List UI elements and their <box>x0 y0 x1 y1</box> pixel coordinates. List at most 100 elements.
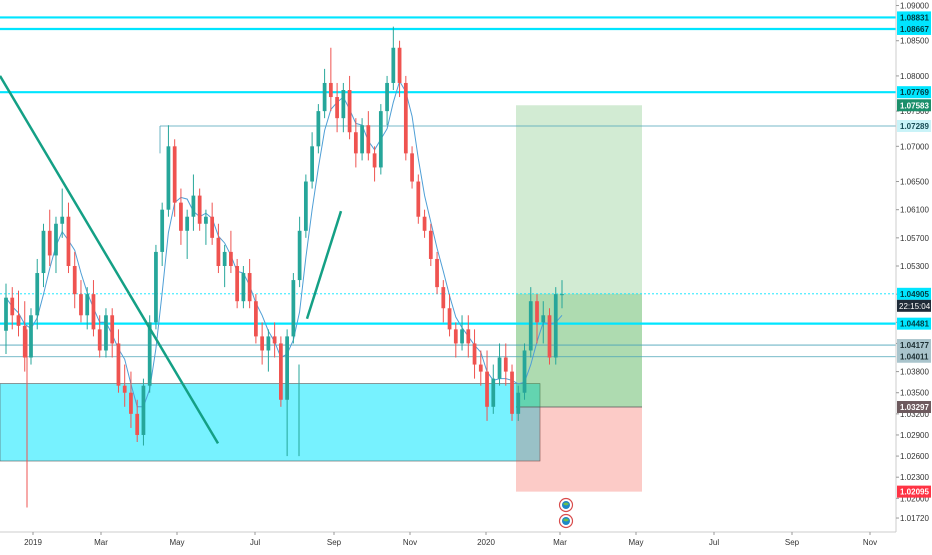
candle-body <box>104 315 108 351</box>
candle-body <box>541 315 546 323</box>
price-tick-label: 1.02000 <box>900 494 929 503</box>
candle-body <box>447 308 452 330</box>
time-tick-label: Jul <box>709 538 719 547</box>
time-axis[interactable]: 2019 Mar May Jul Sep Nov 2020 Mar May Jul Sep Nov <box>0 531 896 547</box>
price-label: 1.08667 <box>897 22 931 35</box>
candle-body <box>229 251 233 266</box>
candle-body <box>491 378 496 407</box>
candle <box>129 371 133 428</box>
event-marker[interactable] <box>558 513 574 529</box>
candle-body <box>122 385 127 393</box>
price-tick-label: 1.05700 <box>900 234 929 243</box>
candle-body <box>222 251 227 266</box>
candle <box>397 40 402 98</box>
candle-body <box>347 90 352 133</box>
candle-body <box>185 216 190 231</box>
time-tick-label: Jul <box>250 538 260 547</box>
candle <box>547 308 552 365</box>
candle-body <box>472 343 477 365</box>
candle-body <box>79 294 83 316</box>
event-marker[interactable] <box>558 497 574 513</box>
candle <box>72 251 77 309</box>
candle-body <box>216 237 221 266</box>
candle <box>191 174 196 231</box>
candle-body <box>385 82 389 112</box>
price-tick-label: 1.03800 <box>900 368 929 377</box>
candle <box>553 287 558 365</box>
time-tick-label: 2019 <box>24 538 42 547</box>
price-label-text: 1.08667 <box>900 25 929 34</box>
descending-trendline[interactable] <box>0 75 220 445</box>
candle-body <box>47 230 52 256</box>
candle-body <box>110 315 115 344</box>
price-label-text: 1.08831 <box>900 13 929 22</box>
price-label-bg <box>897 317 931 330</box>
candle-body <box>328 82 333 98</box>
candle-body <box>410 153 414 182</box>
price-label: 1.07583 <box>897 99 931 112</box>
price-label: 1.03297 <box>897 401 931 414</box>
candle-body <box>503 357 508 372</box>
trendlines-layer <box>0 75 343 445</box>
candle-body <box>254 301 258 337</box>
candle-body <box>460 329 464 344</box>
time-tick-label: Nov <box>403 538 417 547</box>
candle-body <box>497 357 502 379</box>
candle <box>535 294 539 344</box>
price-label: 1.08831 <box>897 11 931 24</box>
candle-body <box>66 216 71 266</box>
candle <box>385 75 389 126</box>
candle-body <box>535 301 539 323</box>
candle <box>116 329 121 393</box>
candle <box>435 251 439 295</box>
candle-body <box>422 216 427 231</box>
candle <box>291 273 296 344</box>
candle <box>229 230 233 274</box>
candle <box>353 118 358 168</box>
candle <box>247 258 252 309</box>
candle <box>485 350 489 421</box>
candle <box>210 202 215 245</box>
candle-body <box>72 266 77 295</box>
price-label: 1.04481 <box>897 317 931 330</box>
candle <box>216 223 221 274</box>
candle-body <box>372 153 377 168</box>
events-layer[interactable] <box>558 497 574 529</box>
candle <box>491 364 496 414</box>
candle <box>91 280 96 337</box>
candle <box>347 75 352 140</box>
time-tick-label: May <box>628 538 643 547</box>
price-axis[interactable]: 1.09000 1.08500 1.08000 1.07500 1.07000 1.065… <box>895 0 929 532</box>
candle <box>104 308 108 358</box>
time-tick-label: Mar <box>94 538 108 547</box>
candle-body <box>560 294 564 296</box>
candle-body <box>478 364 483 372</box>
candle-body <box>341 90 346 119</box>
price-label: 1.04011 <box>897 350 931 363</box>
price-label-text: 1.04481 <box>900 320 929 329</box>
price-label: 1.07289 <box>897 119 931 132</box>
candle-body <box>241 273 246 302</box>
candle <box>29 308 33 365</box>
candle-body <box>54 223 58 256</box>
candle-body <box>141 385 146 435</box>
price-tick-label: 1.08500 <box>900 37 929 46</box>
candle-body <box>303 181 308 231</box>
stop-zone <box>516 407 642 492</box>
candle-body <box>391 47 396 83</box>
candle-body <box>553 294 558 358</box>
candle <box>472 329 477 379</box>
candle <box>528 287 533 358</box>
candle-body <box>360 125 364 154</box>
candle <box>66 202 71 274</box>
candle <box>185 209 190 259</box>
price-tick-label: 1.02300 <box>900 473 929 482</box>
candle <box>16 290 21 337</box>
candle <box>310 132 314 189</box>
candle-body <box>41 230 46 274</box>
candle <box>254 294 258 344</box>
candle <box>79 280 83 323</box>
ascending-trendline[interactable] <box>305 210 343 320</box>
